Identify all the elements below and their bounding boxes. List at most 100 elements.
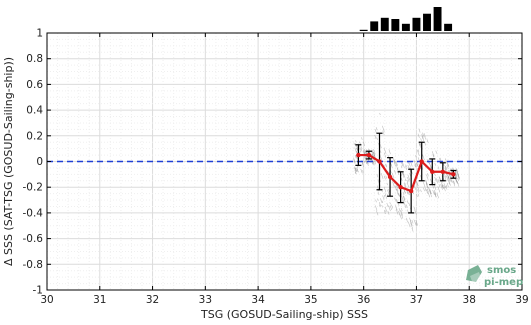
scatter-point (361, 137, 363, 140)
scatter-point (388, 205, 391, 212)
scatter-point (374, 134, 377, 140)
histogram-bar (412, 17, 421, 31)
scatter-point (385, 175, 388, 179)
scatter-point (379, 204, 381, 208)
logo-mark-icon (466, 265, 482, 284)
scatter-point (426, 189, 429, 194)
y-tick-label: 0.6 (26, 79, 43, 91)
scatter-point (445, 165, 448, 171)
scatter-point (365, 151, 367, 154)
scatter-point (417, 186, 420, 192)
scatter-point (445, 184, 448, 187)
y-tick-label: -0.6 (23, 233, 44, 245)
scatter-point (354, 155, 357, 159)
histogram-bar (359, 29, 368, 31)
scatter-point (383, 152, 387, 158)
scatter-point (407, 191, 409, 195)
y-tick-label: -0.2 (23, 182, 44, 194)
scatter-point (383, 147, 387, 154)
scatter-point (411, 219, 414, 224)
scatter-point (437, 186, 441, 193)
scatter-point (444, 176, 447, 182)
scatter-point (411, 227, 414, 232)
scatter-point (356, 167, 359, 173)
scatter-point (383, 194, 386, 198)
scatter-point (429, 178, 432, 183)
histogram-bar (423, 13, 431, 31)
scatter-point (365, 160, 368, 164)
scatter-point (384, 193, 388, 199)
scatter-point (353, 166, 356, 169)
scatter-point (395, 208, 399, 215)
scatter-point (414, 164, 416, 168)
scatter-point (379, 143, 382, 149)
scatter-point (430, 192, 433, 198)
scatter-point (384, 210, 386, 215)
scatter-point (449, 179, 451, 182)
scatter-point (391, 204, 394, 209)
scatter-point (377, 179, 380, 183)
scatter-point (407, 221, 411, 228)
scatter-point (372, 160, 375, 165)
y-tick-label: -0.8 (23, 259, 44, 271)
scatter-point (438, 176, 441, 181)
series-line (358, 153, 454, 193)
scatter-point (395, 199, 398, 204)
data-point (366, 152, 372, 158)
scatter-point (423, 182, 426, 188)
scatter-point (382, 125, 385, 132)
scatter-point (452, 167, 455, 171)
scatter-point (372, 150, 375, 157)
scatter-point (354, 167, 357, 171)
scatter-point (376, 174, 379, 178)
y-tick-label: -0.4 (23, 207, 44, 219)
scatter-point (364, 157, 367, 161)
scatter-point (354, 171, 357, 175)
scatter-point (413, 219, 417, 226)
scatter-point (394, 170, 396, 174)
scatter-point (375, 199, 377, 203)
scatter-point (394, 159, 397, 166)
scatter-point (445, 186, 448, 190)
scatter-point (438, 184, 441, 188)
scatter-point (353, 159, 356, 164)
y-tick-label: 0.2 (26, 130, 43, 142)
scatter-point (355, 140, 357, 143)
histogram-bar (391, 19, 400, 31)
scatter-point (435, 150, 438, 154)
scatter-point (440, 184, 443, 190)
scatter-point (457, 173, 459, 178)
histogram-bar (401, 23, 410, 31)
scatter-point (361, 161, 364, 168)
x-tick-label: 31 (93, 294, 106, 306)
scatter-point (426, 173, 429, 177)
scatter-point (373, 149, 376, 155)
scatter-point (408, 191, 411, 196)
scatter-point (389, 205, 392, 211)
scatter-point (379, 112, 381, 116)
scatter-point (432, 189, 435, 196)
histogram-bar (370, 21, 379, 31)
scatter-point (416, 149, 420, 156)
scatter-point (385, 164, 388, 168)
histogram-bar (380, 17, 389, 31)
scatter-point (418, 128, 421, 133)
scatter-point (416, 162, 418, 167)
scatter-point (421, 133, 424, 139)
scatter-point (407, 164, 410, 169)
scatter-point (434, 185, 437, 191)
scatter-point (401, 172, 405, 178)
scatter-point (394, 185, 397, 191)
scatter-point (439, 176, 442, 181)
scatter-point (410, 220, 413, 226)
scatter-point (365, 160, 367, 165)
scatter-point (406, 200, 409, 204)
scatter-point (417, 164, 419, 168)
scatter-point (427, 191, 431, 198)
scatter-point (417, 189, 419, 193)
scatter-point (428, 188, 431, 194)
scatter-point (422, 132, 425, 137)
scatter-point (415, 222, 418, 227)
scatter-point (417, 157, 420, 162)
scatter-point (422, 138, 425, 142)
